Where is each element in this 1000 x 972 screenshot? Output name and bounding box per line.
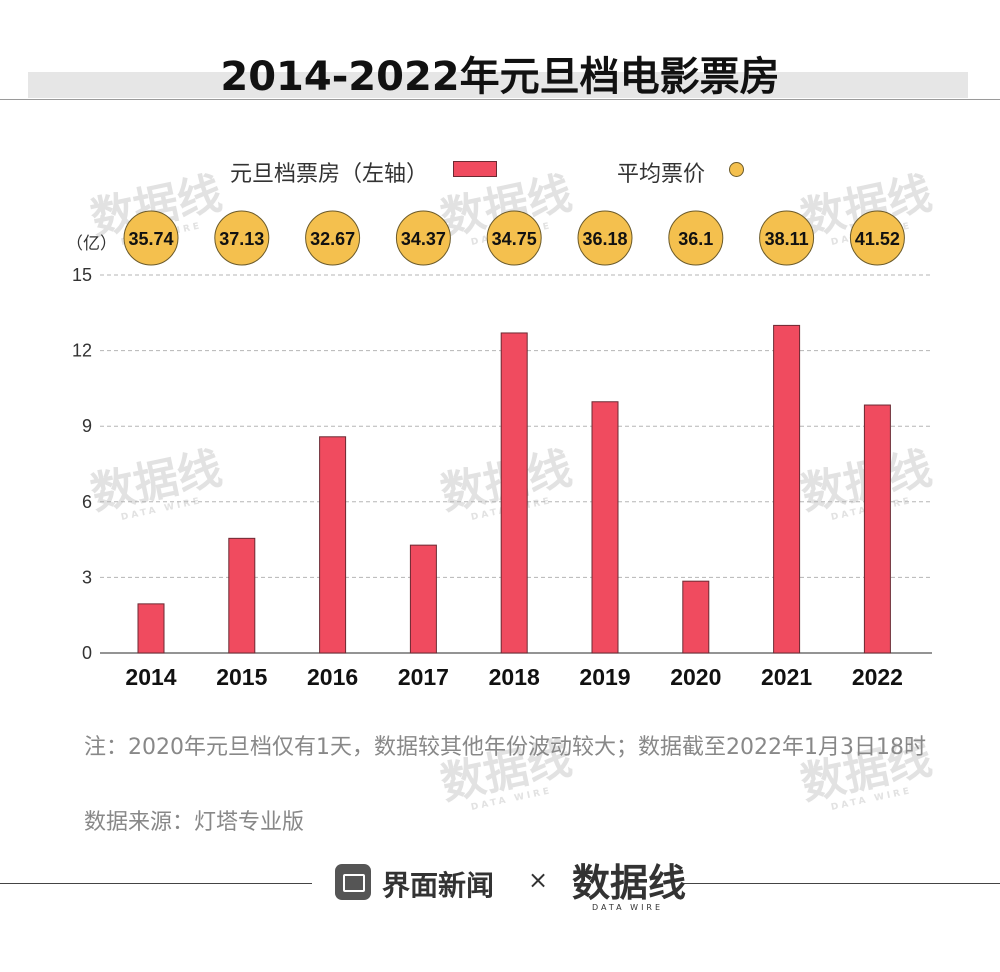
price-dot xyxy=(849,210,905,266)
data-source: 数据来源：灯塔专业版 xyxy=(84,810,305,835)
jiemian-brand: 界面新闻 xyxy=(382,869,495,902)
price-label: 32.67 xyxy=(310,229,355,249)
bar xyxy=(773,324,801,654)
bar xyxy=(137,603,165,654)
price-dot xyxy=(577,210,633,266)
price-label: 41.52 xyxy=(855,229,900,249)
price-label: 34.37 xyxy=(401,229,446,249)
x-tick-label: 2014 xyxy=(125,664,176,690)
x-tick-label: 2020 xyxy=(670,664,721,690)
price-dot xyxy=(759,210,815,266)
x-tick-label: 2021 xyxy=(761,664,812,690)
price-dot xyxy=(123,210,179,266)
x-tick-label: 2019 xyxy=(579,664,630,690)
y-tick-label: 12 xyxy=(72,341,92,361)
datawire-logo: 数据线 xyxy=(572,861,687,905)
price-label: 38.11 xyxy=(765,229,809,249)
price-label: 35.74 xyxy=(128,229,173,249)
legend-bar-swatch xyxy=(453,161,497,177)
x-tick-label: 2015 xyxy=(216,664,267,690)
bar xyxy=(500,332,528,654)
jiemian-logo-icon xyxy=(335,864,371,900)
y-tick-label: 0 xyxy=(82,643,92,663)
price-dot xyxy=(305,210,361,266)
times-sign: × xyxy=(528,866,549,894)
bar xyxy=(228,537,256,654)
x-tick-label: 2016 xyxy=(307,664,358,690)
price-dot xyxy=(395,210,451,266)
price-dot xyxy=(486,210,542,266)
legend-bar-label: 元旦档票房（左轴） xyxy=(230,162,429,187)
price-label: 36.18 xyxy=(582,229,627,249)
footer-rule-left xyxy=(0,883,312,884)
x-tick-label: 2017 xyxy=(398,664,449,690)
bar xyxy=(409,544,437,654)
x-tick-label: 2018 xyxy=(489,664,540,690)
footnote: 注：2020年元旦档仅有1天，数据较其他年份波动较大；数据截至2022年1月3日… xyxy=(84,735,926,760)
y-tick-label: 6 xyxy=(82,492,92,512)
x-tick-label: 2022 xyxy=(852,664,903,690)
chart-title: 2014-2022年元旦档电影票房 xyxy=(220,54,780,100)
bar xyxy=(591,401,619,654)
legend-dot-swatch xyxy=(729,162,744,177)
price-label: 36.1 xyxy=(678,229,713,249)
y-tick-label: 15 xyxy=(72,265,92,285)
y-tick-label: 9 xyxy=(82,416,92,436)
y-tick-label: 3 xyxy=(82,567,92,587)
title-band xyxy=(28,72,968,98)
price-dot xyxy=(214,210,270,266)
title-rule xyxy=(0,99,1000,100)
y-axis-unit: （亿） xyxy=(66,234,117,254)
footer-rule-right xyxy=(684,883,1000,884)
datawire-logo-sub: DATA WIRE xyxy=(592,903,664,912)
price-label: 34.75 xyxy=(492,229,537,249)
bar xyxy=(863,404,891,654)
legend-dot-label: 平均票价 xyxy=(617,162,706,187)
bar xyxy=(682,580,710,654)
price-dot xyxy=(668,210,724,266)
bar xyxy=(319,436,347,654)
price-label: 37.13 xyxy=(219,229,264,249)
